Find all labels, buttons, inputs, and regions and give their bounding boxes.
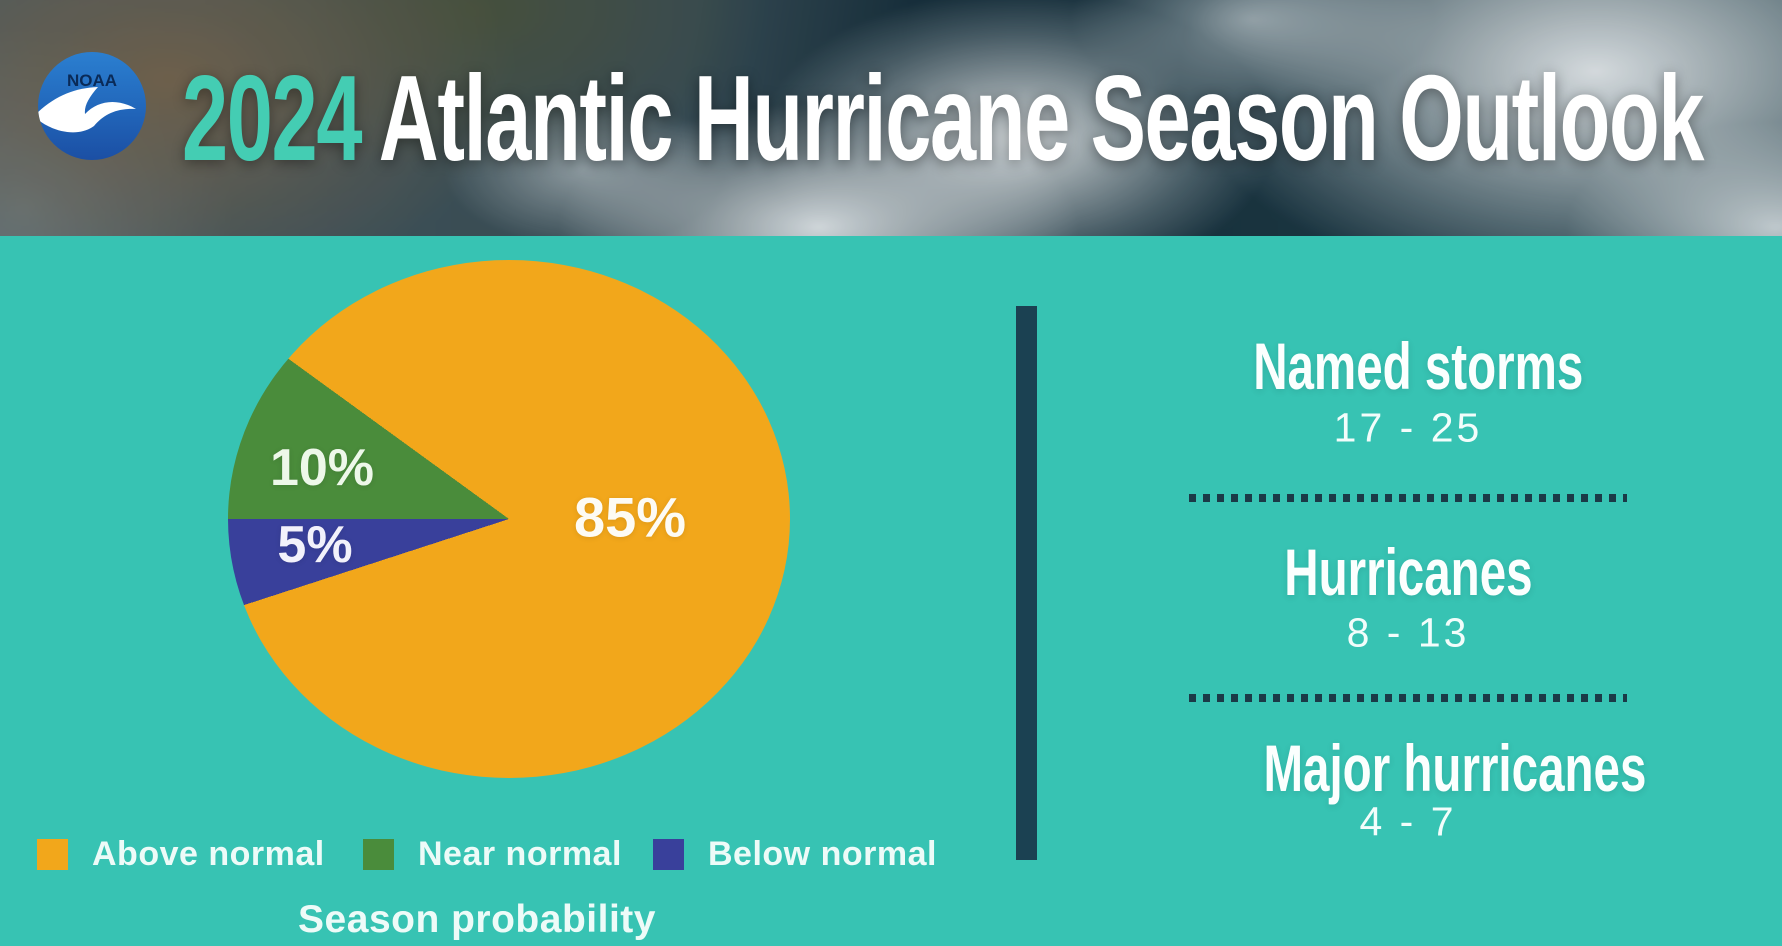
vertical-divider-bar: [1016, 306, 1037, 860]
legend-swatch-below-normal: [653, 838, 684, 870]
noaa-logo: NOAA: [38, 52, 146, 160]
noaa-logo-circle: [38, 52, 146, 160]
banner: NOAA 2024 Atlantic Hurricane Season Outlo…: [0, 0, 1782, 236]
banner-shade-overlay: [0, 0, 1782, 236]
title-text: Atlantic Hurricane Season Outlook: [378, 50, 1705, 186]
pie-legend: Above normal Near normal Below normal: [0, 834, 960, 876]
legend-label-near-normal: Near normal: [418, 834, 622, 873]
season-probability-pie-chart: [228, 260, 790, 778]
legend-item-above-normal: Above normal: [37, 834, 325, 873]
outlook-range-hurricanes: 8 - 13: [1346, 609, 1470, 656]
title-year: 2024: [182, 50, 362, 186]
outlook-range-named-storms: 17 - 25: [1333, 404, 1483, 451]
legend-label-above-normal: Above normal: [92, 834, 325, 873]
outlook-heading-hurricanes: Hurricanes: [1283, 535, 1533, 609]
dotted-divider-2: [1189, 694, 1627, 702]
legend-item-below-normal: Below normal: [653, 834, 937, 873]
noaa-seagull-icon: [38, 87, 136, 133]
pie-slice-label-below-normal: 5%: [277, 516, 353, 574]
legend-item-near-normal: Near normal: [363, 834, 622, 873]
legend-swatch-above-normal: [37, 838, 68, 870]
legend-swatch-near-normal: [363, 838, 394, 870]
pie-slice-label-above-normal: 85%: [573, 485, 687, 549]
page-title: 2024 Atlantic Hurricane Season Outlook: [182, 0, 1782, 236]
pie-slice-label-near-normal: 10%: [269, 439, 375, 497]
outlook-heading-major-hurricanes: Major hurricanes: [1263, 731, 1647, 805]
outlook-panel: Named storms 17 - 25 Hurricanes 8 - 13 M…: [1189, 236, 1647, 946]
satellite-imagery-background: [0, 0, 1782, 236]
outlook-range-major-hurricanes: 4 - 7: [1359, 798, 1457, 845]
outlook-heading-named-storms: Named storms: [1253, 329, 1584, 403]
chart-caption: Season probability: [298, 898, 656, 941]
dotted-divider-1: [1189, 494, 1627, 502]
noaa-logo-text: NOAA: [67, 71, 117, 90]
legend-label-below-normal: Below normal: [708, 834, 937, 873]
